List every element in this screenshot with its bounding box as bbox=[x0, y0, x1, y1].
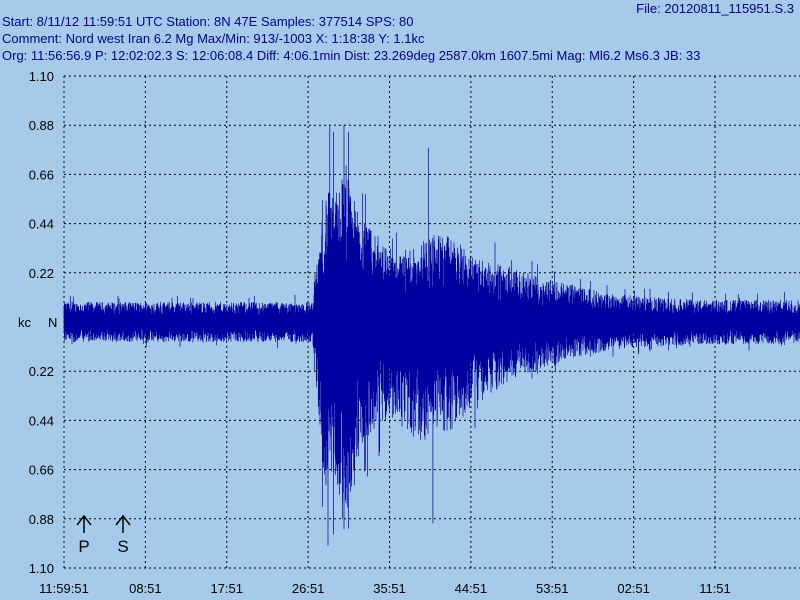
y-tick-label: 0.22 bbox=[29, 266, 54, 281]
x-tick-label: 11:51 bbox=[699, 581, 731, 596]
y-tick-label: 1.10 bbox=[29, 561, 54, 576]
marker-label: S bbox=[117, 537, 128, 556]
x-tick-label: 26:51 bbox=[292, 581, 325, 596]
y-axis-unit: kc bbox=[18, 315, 32, 330]
marker-p: P bbox=[76, 514, 92, 556]
y-axis-ticks: 1.10 0.88 0.66 0.44 0.22 0.22 0.44 0.66 0.88 1.10 bbox=[29, 69, 54, 576]
y-tick-label: 0.44 bbox=[29, 217, 54, 232]
y-tick-label: 0.88 bbox=[29, 118, 54, 133]
x-tick-label: 35:51 bbox=[373, 581, 406, 596]
trace-path bbox=[63, 125, 800, 546]
x-axis-ticks: 11:59:51 08:51 17:51 26:51 35:51 44:51 53:51 02… bbox=[39, 581, 731, 596]
y-tick-label: 0.44 bbox=[29, 413, 54, 428]
marker-s: S bbox=[115, 514, 131, 556]
marker-arrow bbox=[115, 514, 131, 533]
y-tick-label: 0.66 bbox=[29, 167, 54, 182]
x-tick-label: 53:51 bbox=[536, 581, 569, 596]
x-tick-label: 08:51 bbox=[129, 581, 162, 596]
marker-arrow bbox=[76, 514, 92, 533]
x-tick-label: 44:51 bbox=[455, 581, 488, 596]
x-tick-label: 17:51 bbox=[210, 581, 243, 596]
y-tick-label: 1.10 bbox=[29, 69, 54, 84]
x-tick-label: 11:59:51 bbox=[39, 581, 89, 596]
file-name: File: 20120811_115951.S.3 bbox=[636, 1, 794, 16]
y-tick-label: 0.22 bbox=[29, 364, 54, 379]
comment-line: Comment: Nord west Iran 6.2 Mg Max/Min: … bbox=[2, 31, 425, 46]
start-info-line: Start: 8/11/12 11:59:51 UTC Station: 8N … bbox=[2, 14, 414, 29]
y-tick-label: 0.66 bbox=[29, 463, 54, 478]
marker-label: P bbox=[78, 537, 89, 556]
zero-line-label: N bbox=[48, 315, 57, 330]
seismic-trace bbox=[63, 125, 800, 546]
y-tick-label: 0.88 bbox=[29, 512, 54, 527]
x-tick-label: 02:51 bbox=[617, 581, 650, 596]
origin-line: Org: 11:56:56.9 P: 12:02:02.3 S: 12:06:0… bbox=[2, 48, 701, 63]
